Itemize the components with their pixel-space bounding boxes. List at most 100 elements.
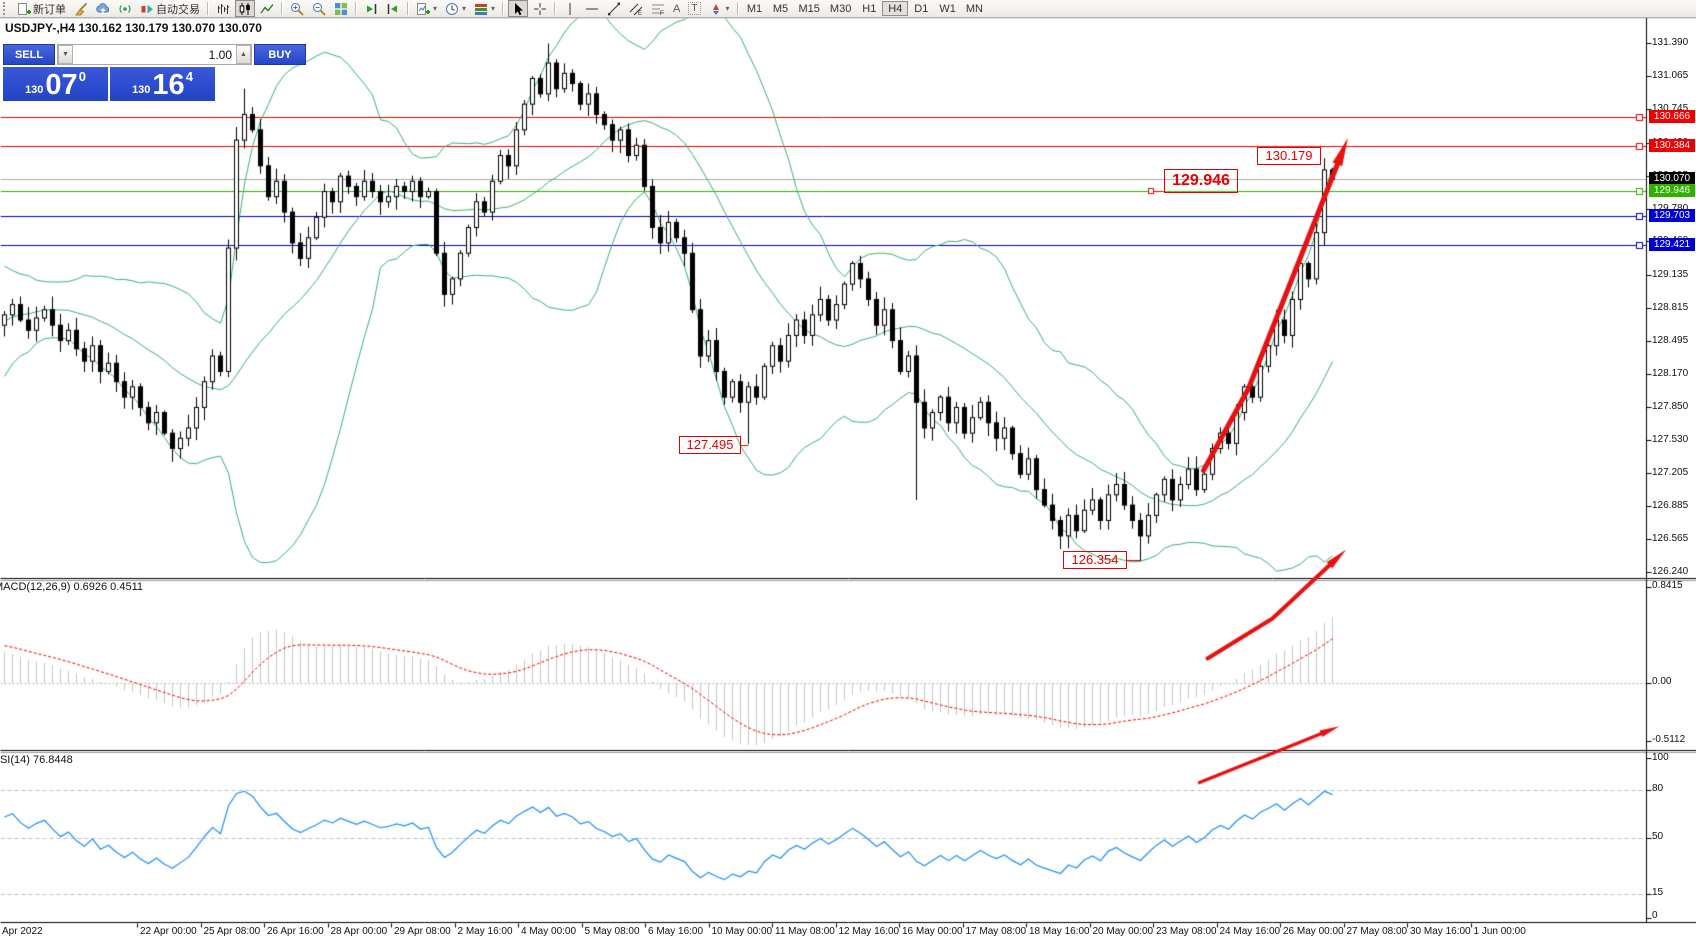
text-label-tool[interactable]: T — [685, 0, 703, 17]
bar-chart-button[interactable] — [213, 0, 233, 17]
chart-shift-button[interactable] — [383, 0, 403, 17]
time-axis-label[interactable]: 26 Apr 16:00 — [267, 926, 324, 937]
arrows-tool[interactable]: ▾ — [706, 0, 733, 17]
timeframe-m30[interactable]: M30 — [825, 1, 856, 16]
price-level-label: 130.666 — [1649, 110, 1695, 124]
text-icon: A — [673, 2, 681, 15]
vertical-line-tool[interactable] — [560, 0, 580, 17]
price-annotation-130179[interactable]: 130.179 — [1257, 147, 1321, 165]
timeframe-h1[interactable]: H1 — [856, 1, 882, 16]
time-axis-label[interactable]: 23 May 08:00 — [1156, 926, 1217, 937]
time-axis-label[interactable]: 27 May 08:00 — [1346, 926, 1408, 937]
time-axis-label[interactable]: 12 May 16:00 — [838, 926, 900, 937]
volume-increase-button[interactable]: ▲ — [236, 45, 251, 64]
text-tool[interactable]: A — [670, 0, 683, 17]
indicators-button[interactable]: ▾ — [413, 0, 440, 17]
new-order-icon — [17, 2, 31, 16]
time-axis-label[interactable]: 11 May 08:00 — [775, 926, 835, 937]
horizontal-line-tool[interactable] — [582, 0, 602, 17]
price-annotation-126354[interactable]: 126.354 — [1063, 551, 1127, 569]
time-axis-label[interactable]: 6 May 16:00 — [648, 926, 704, 937]
time-axis-label[interactable]: 24 May 16:00 — [1219, 926, 1281, 937]
macd-axis-label: 0.8415 — [1652, 580, 1683, 591]
time-axis-label[interactable]: 17 May 08:00 — [965, 926, 1027, 937]
zoom-out-button[interactable] — [309, 0, 329, 17]
price-axis-tick: 131.065 — [1652, 70, 1689, 82]
line-chart-icon — [260, 2, 274, 16]
candlestick-chart-button[interactable] — [235, 0, 255, 17]
signal-tool-button[interactable] — [115, 0, 135, 17]
trendline-icon — [607, 2, 621, 16]
periods-button[interactable]: ▾ — [442, 0, 469, 17]
timeframe-group: M1 M5 M15 M30 H1 H4 D1 W1 MN — [742, 1, 988, 16]
time-axis-label[interactable]: 18 May 16:00 — [1029, 926, 1090, 937]
time-axis-label[interactable]: 26 May 00:00 — [1283, 926, 1344, 937]
templates-button[interactable]: ▾ — [471, 0, 498, 17]
timeframe-w1[interactable]: W1 — [934, 1, 961, 16]
toolbar-grip[interactable] — [3, 2, 10, 15]
tile-windows-icon — [334, 2, 348, 16]
equidistant-channel-tool[interactable]: E — [626, 0, 646, 17]
time-axis-label[interactable]: 25 Apr 08:00 — [203, 926, 261, 937]
bar-chart-icon — [216, 2, 230, 16]
price-axis-tick: 131.390 — [1652, 37, 1689, 48]
time-axis-label[interactable]: 20 May 00:00 — [1092, 926, 1154, 937]
time-axis-label[interactable]: 4 May 00:00 — [521, 926, 577, 937]
symbol-header: USDJPY-,H4 130.162 130.179 130.070 130.0… — [5, 21, 262, 35]
rsi-axis-label: 50 — [1652, 831, 1664, 842]
fibonacci-tool[interactable]: F — [648, 0, 668, 17]
price-axis-tick: 126.240 — [1652, 566, 1689, 578]
sell-button[interactable]: SELL — [3, 44, 55, 65]
buy-price-display[interactable]: 130 16 4 — [110, 67, 215, 101]
tile-windows-button[interactable] — [331, 0, 351, 17]
time-axis-label[interactable]: 22 Apr 00:00 — [140, 926, 197, 937]
price-axis-tick: 127.530 — [1652, 433, 1689, 445]
new-order-button[interactable]: 新订单 — [14, 0, 69, 17]
new-order-label: 新订单 — [33, 3, 66, 16]
time-axis-label[interactable]: 1 Jun 00:00 — [1473, 926, 1526, 937]
time-axis-label[interactable]: 29 Apr 08:00 — [394, 926, 451, 937]
price-level-label: 129.946 — [1649, 184, 1695, 198]
rsi-axis-label: 0 — [1652, 910, 1658, 921]
time-axis-label[interactable]: 30 May 16:00 — [1410, 926, 1471, 937]
price-level-label: 129.703 — [1649, 209, 1695, 223]
time-axis-label[interactable]: 28 Apr 00:00 — [330, 926, 388, 937]
time-axis-label[interactable]: 16 May 00:00 — [902, 926, 963, 937]
auto-scroll-button[interactable] — [361, 0, 381, 17]
timeframe-h4[interactable]: H4 — [882, 1, 909, 16]
timeframe-m1[interactable]: M1 — [742, 1, 768, 16]
volume-decrease-button[interactable]: ▼ — [58, 45, 73, 64]
sell-price-point: 0 — [78, 69, 86, 84]
price-axis-tick: 127.850 — [1652, 400, 1689, 412]
zoom-in-button[interactable] — [287, 0, 307, 17]
price-axis-tick: 128.815 — [1652, 301, 1689, 313]
time-axis-label[interactable]: 2 May 16:00 — [457, 926, 513, 937]
sell-price-display[interactable]: 130 07 0 — [3, 67, 108, 101]
volume-input[interactable] — [73, 45, 236, 64]
auto-trading-button[interactable]: 自动交易 — [137, 0, 203, 17]
timeframe-mn[interactable]: MN — [961, 1, 988, 16]
price-level-label: 129.421 — [1649, 238, 1695, 252]
timeframe-m15[interactable]: M15 — [794, 1, 825, 16]
arrows-caret: ▾ — [725, 4, 730, 13]
timeframe-d1[interactable]: D1 — [908, 1, 934, 16]
time-axis-label[interactable]: 5 May 08:00 — [584, 926, 640, 937]
auto-scroll-icon — [364, 2, 378, 16]
trendline-tool[interactable] — [604, 0, 624, 17]
upload-tool-button[interactable] — [93, 0, 113, 17]
broom-tool-button[interactable] — [71, 0, 91, 17]
time-axis-label[interactable]: Apr 2022 — [2, 926, 43, 937]
timeframe-m5[interactable]: M5 — [768, 1, 794, 16]
price-annotation-127495[interactable]: 127.495 — [679, 436, 741, 454]
price-annotation-129946[interactable]: 129.946 — [1164, 169, 1238, 193]
crosshair-tool-button[interactable] — [530, 0, 550, 17]
buy-button[interactable]: BUY — [254, 44, 306, 65]
time-axis-label[interactable]: 10 May 00:00 — [711, 926, 773, 937]
cloud-upload-icon — [96, 2, 110, 16]
cursor-tool-button[interactable] — [508, 0, 529, 17]
price-axis-tick: 126.885 — [1652, 500, 1689, 512]
indicators-caret: ▾ — [433, 4, 438, 13]
line-chart-button[interactable] — [257, 0, 277, 17]
